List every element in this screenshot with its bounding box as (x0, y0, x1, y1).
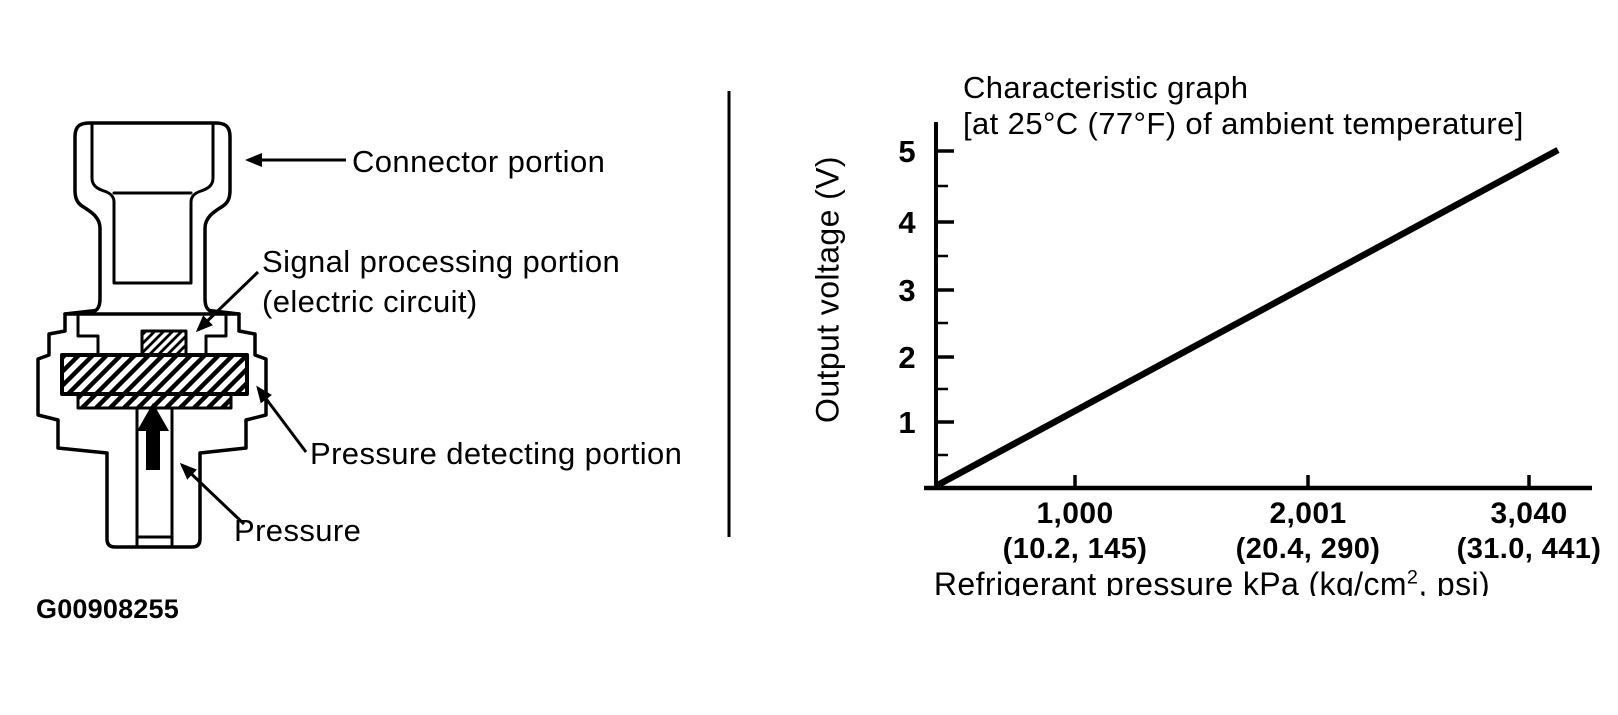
x-tick-label-3040: 3,040 (1490, 497, 1568, 530)
signal-callout-line (195, 270, 260, 333)
x-tick-converted-3040: (31.0, 441) (1456, 533, 1602, 565)
signal-chip-hatch (140, 329, 188, 357)
y-tick-label-2: 2 (898, 340, 916, 375)
y-tick-label-1: 1 (898, 405, 916, 440)
connector-inner-contour (90, 122, 215, 285)
y-axis-major-ticks (938, 149, 954, 424)
y-axis-minor-ticks (938, 184, 948, 457)
pressure-detecting-band (60, 353, 249, 396)
y-axis-title: Output voltage (V) (809, 156, 846, 423)
pressure-label: Pressure (234, 513, 362, 548)
cavity-notch-right (204, 314, 228, 356)
x-tick-converted-2001: (20.4, 290) (1235, 533, 1381, 565)
x-axis-ticks (1073, 475, 1531, 486)
x-axis-title-suffix: , psi) (1418, 566, 1491, 596)
tube-inner-walls (135, 406, 174, 547)
callout-arrows (179, 153, 346, 526)
pressure-callout-line (179, 462, 246, 526)
chart-title: Characteristic graph (963, 70, 1249, 105)
x-tick-label-1000: 1,000 (1036, 497, 1114, 530)
chart-axes (924, 122, 1592, 491)
pressure-detecting-label: Pressure detecting portion (310, 436, 683, 471)
y-tick-label-3: 3 (898, 273, 916, 308)
signal-processing-label-line2: (electric circuit) (262, 284, 478, 319)
y-tick-label-5: 5 (898, 134, 916, 169)
x-axis-title-superscript: 2 (1406, 566, 1419, 589)
signal-processing-label-line1: Signal processing portion (262, 244, 621, 279)
connector-portion-label: Connector portion (352, 144, 606, 179)
x-tick-converted-1000: (10.2, 145) (1002, 533, 1148, 565)
x-axis-title-prefix: Refrigerant pressure kPa (kg/cm (933, 566, 1407, 596)
characteristic-line (934, 147, 1560, 489)
sensor-diagram (36, 121, 268, 549)
x-axis-title: Refrigerant pressure kPa (kg/cm2, psi) (862, 566, 1562, 596)
x-tick-label-2001: 2,001 (1269, 497, 1347, 530)
y-tick-label-4: 4 (898, 205, 916, 240)
figure-code: G00908255 (36, 594, 179, 624)
chart-subtitle: [at 25°C (77°F) of ambient temperature] (963, 106, 1524, 141)
cavity-notch-left (76, 314, 100, 356)
detecting-callout-line (256, 385, 308, 453)
pressure-flow-arrow (137, 403, 169, 470)
